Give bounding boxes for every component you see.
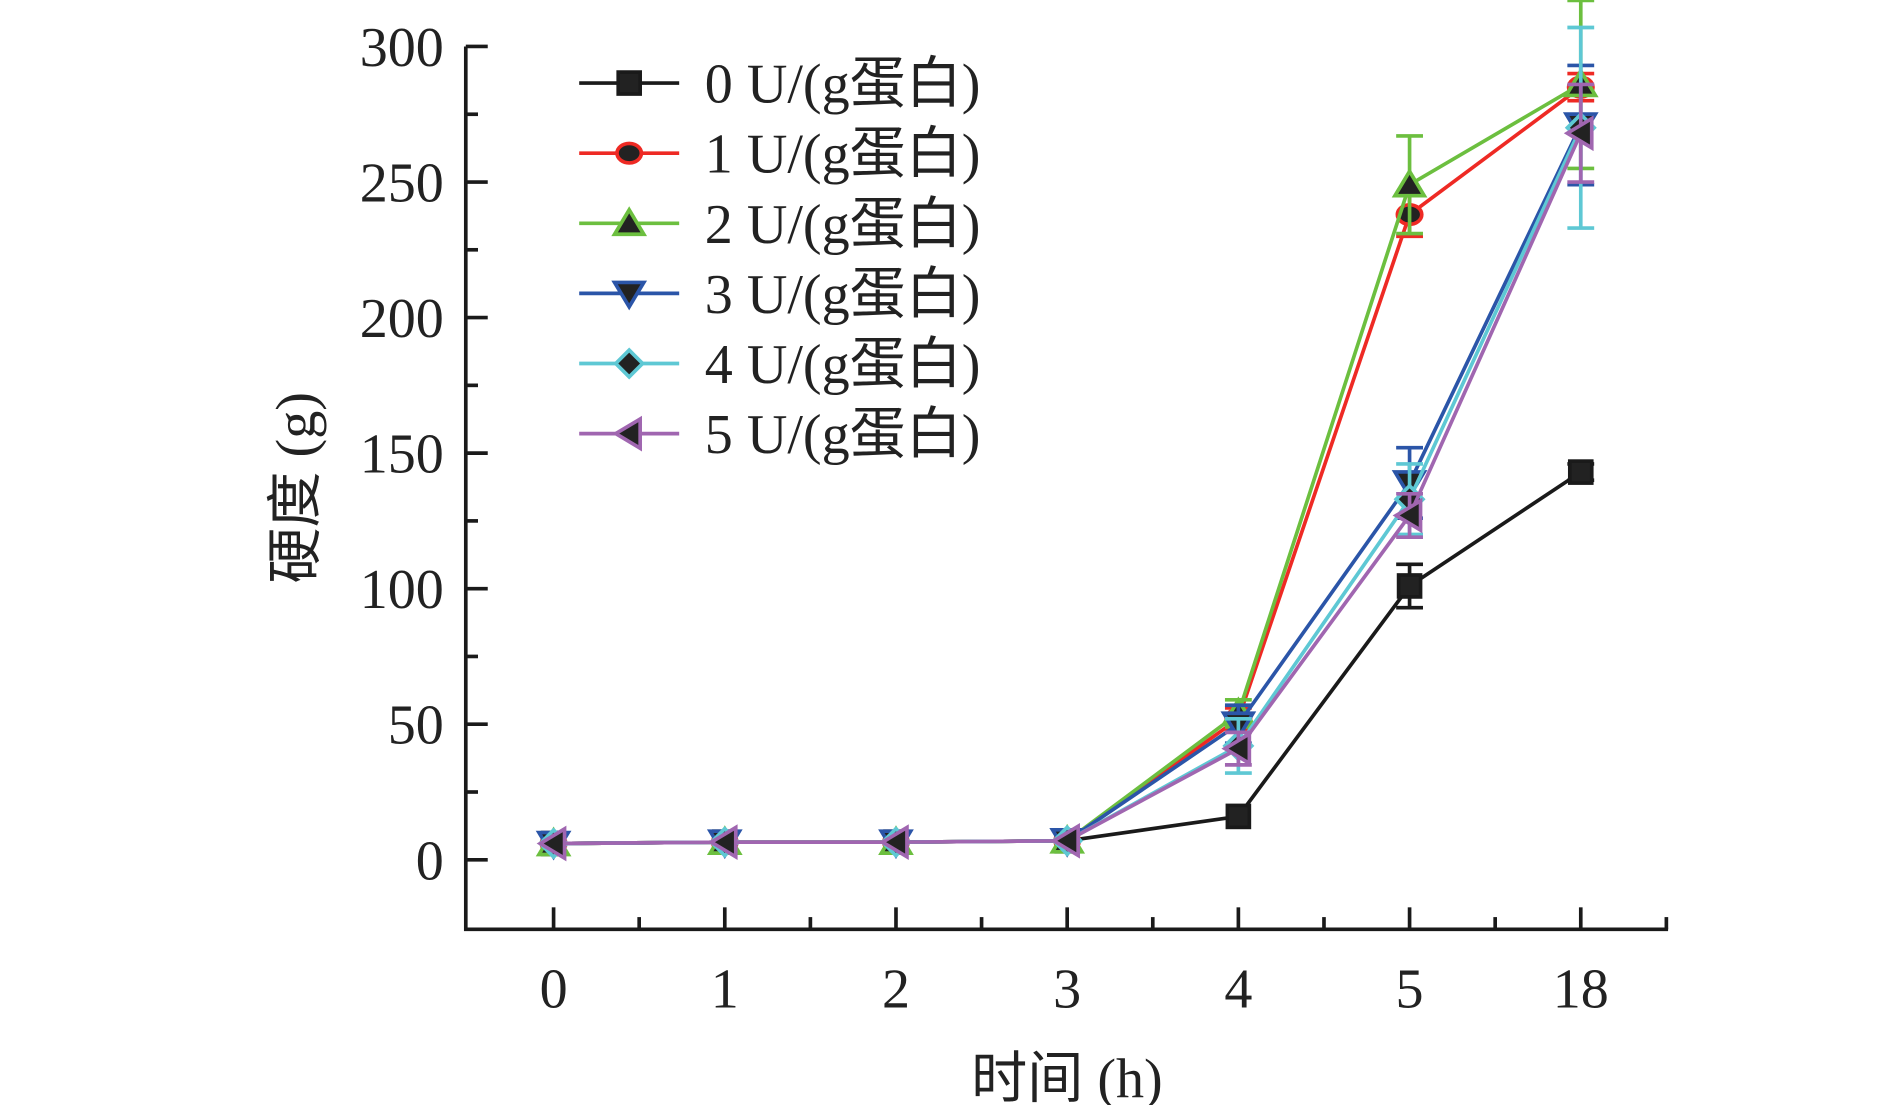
circle-marker xyxy=(615,141,644,165)
triangle-left-marker xyxy=(879,824,909,861)
y-tick-label: 100 xyxy=(360,559,444,621)
axes: 0 50 100 150 200 250 300 0 1 2 3 4 5 18 xyxy=(360,17,1669,1020)
y-tick-label: 300 xyxy=(360,17,444,79)
x-tick-label: 5 xyxy=(1396,958,1424,1020)
series-4 xyxy=(537,25,1597,860)
square-marker xyxy=(1567,459,1594,485)
legend-item: 2 U/(g蛋白) xyxy=(579,194,980,256)
legend-item: 5 U/(g蛋白) xyxy=(579,404,980,466)
triangle-left-marker xyxy=(707,824,738,861)
triangle-left-marker xyxy=(1221,730,1252,767)
triangle-up-marker xyxy=(1391,167,1428,198)
series-1 xyxy=(539,71,1595,856)
x-tick-label: 0 xyxy=(540,958,568,1020)
triangle-left-marker xyxy=(1392,497,1423,534)
y-tick-label: 200 xyxy=(360,288,444,350)
triangle-up-marker xyxy=(611,206,648,237)
series-3 xyxy=(535,63,1599,861)
x-tick-label: 3 xyxy=(1053,958,1081,1020)
y-axis-label: 硬度 (g) xyxy=(266,392,328,584)
y-tick-label: 0 xyxy=(416,830,444,892)
legend-item: 4 U/(g蛋白) xyxy=(579,334,980,396)
square-marker xyxy=(616,70,642,96)
y-tick-label: 50 xyxy=(388,695,444,757)
x-tick-label: 18 xyxy=(1553,958,1609,1020)
legend-label: 5 U/(g蛋白) xyxy=(705,404,981,466)
legend-label: 3 U/(g蛋白) xyxy=(705,264,981,326)
y-tick-label: 250 xyxy=(360,153,444,215)
legend-label: 0 U/(g蛋白) xyxy=(705,54,981,116)
series-group xyxy=(535,0,1599,862)
x-tick-label: 1 xyxy=(711,958,739,1020)
x-tick-label: 4 xyxy=(1224,958,1252,1020)
triangle-left-marker xyxy=(536,825,567,862)
legend: 0 U/(g蛋白) 1 U/(g蛋白) 2 U/(g蛋白) 3 U/(g蛋白) 4 U/… xyxy=(579,54,980,466)
legend-label: 4 U/(g蛋白) xyxy=(705,334,981,396)
legend-label: 1 U/(g蛋白) xyxy=(705,124,981,186)
legend-label: 2 U/(g蛋白) xyxy=(705,194,981,256)
series-0 xyxy=(540,459,1595,857)
triangle-down-marker xyxy=(611,280,648,311)
legend-item: 1 U/(g蛋白) xyxy=(579,124,980,186)
diamond-marker xyxy=(613,347,646,380)
triangle-left-marker xyxy=(1050,822,1080,859)
axis-lines xyxy=(463,46,1669,932)
x-axis-label: 时间 (h) xyxy=(971,1049,1163,1105)
y-tick-label: 150 xyxy=(360,424,444,486)
legend-item: 3 U/(g蛋白) xyxy=(579,264,980,326)
x-tick-label: 2 xyxy=(882,958,910,1020)
square-marker xyxy=(1396,573,1423,599)
triangle-left-marker xyxy=(1563,115,1594,152)
legend-item: 0 U/(g蛋白) xyxy=(579,54,980,116)
square-marker xyxy=(1225,803,1252,830)
series-line xyxy=(553,470,1582,846)
triangle-left-marker xyxy=(612,415,642,452)
series-5 xyxy=(536,82,1595,862)
